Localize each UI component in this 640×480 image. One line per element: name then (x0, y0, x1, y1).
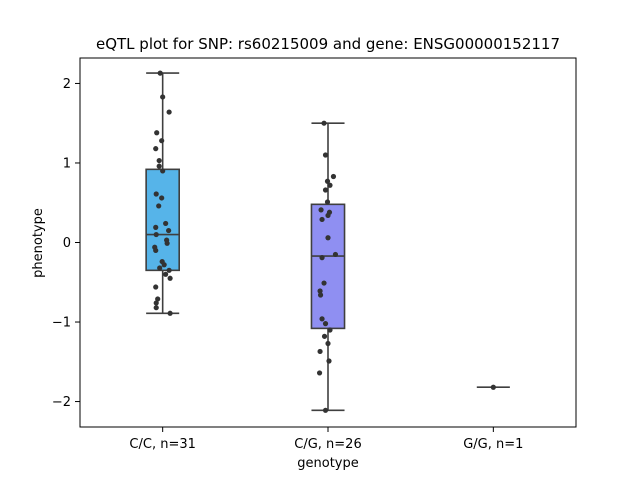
y-tick-label: 1 (63, 156, 71, 171)
data-point (155, 296, 161, 302)
data-point (319, 255, 325, 261)
data-point (322, 321, 329, 327)
data-point (153, 247, 159, 254)
plot-layer (145, 70, 510, 413)
box-group-2 (310, 120, 346, 413)
data-point (326, 358, 332, 364)
data-point (317, 348, 323, 355)
x-tick-label: C/C, n=31 (129, 437, 195, 452)
y-tick-label: 0 (63, 236, 71, 251)
box-group-1 (145, 70, 180, 316)
y-axis: −2 −1 0 1 2 (52, 77, 80, 410)
data-point (321, 120, 327, 126)
data-point (322, 187, 329, 193)
data-point (157, 70, 163, 76)
data-point (166, 109, 172, 115)
data-point (319, 316, 325, 322)
data-point (161, 262, 167, 268)
data-point (154, 130, 160, 136)
data-point (153, 224, 159, 230)
data-point (153, 191, 159, 197)
data-point (325, 340, 331, 347)
data-point (166, 227, 172, 234)
data-point (167, 275, 173, 281)
data-point (325, 235, 331, 241)
data-point (156, 163, 162, 169)
data-point (156, 203, 162, 209)
data-point (317, 292, 324, 298)
data-point (166, 267, 172, 273)
data-point (153, 305, 159, 311)
data-point (153, 146, 159, 152)
data-point (153, 300, 159, 306)
data-point (164, 240, 170, 246)
box-group-3 (476, 384, 510, 390)
data-point (159, 138, 165, 144)
data-point (325, 212, 331, 219)
interquartile-box (145, 168, 180, 272)
data-point (153, 284, 159, 290)
y-tick-label: 2 (63, 77, 71, 92)
data-point (332, 251, 339, 258)
data-point (163, 220, 169, 227)
data-point (322, 407, 329, 413)
data-point (317, 288, 323, 294)
data-point (490, 384, 496, 390)
data-point (319, 216, 325, 223)
data-point (159, 195, 165, 201)
x-tick-label: G/G, n=1 (463, 437, 523, 452)
x-axis-label: genotype (297, 456, 358, 471)
data-point (316, 370, 323, 376)
data-point (321, 333, 328, 339)
data-point (163, 271, 169, 277)
data-point (160, 168, 166, 174)
interquartile-box (310, 203, 346, 330)
data-point (156, 157, 162, 164)
data-point (330, 173, 337, 180)
data-point (327, 182, 333, 188)
data-point (327, 327, 333, 333)
data-point (318, 207, 324, 213)
y-tick-label: −1 (52, 316, 71, 331)
data-point (324, 199, 331, 205)
data-point (321, 280, 327, 286)
chart-title: eQTL plot for SNP: rs60215009 and gene: … (96, 35, 560, 53)
x-axis: C/C, n=31 C/G, n=26 G/G, n=1 (129, 427, 523, 452)
data-point (153, 231, 159, 238)
x-tick-label: C/G, n=26 (294, 437, 361, 452)
y-tick-label: −2 (52, 395, 71, 410)
data-point (157, 265, 163, 271)
data-point (160, 94, 166, 100)
data-point (167, 310, 173, 316)
y-axis-label: phenotype (31, 208, 46, 278)
data-point (322, 152, 329, 158)
data-point (324, 178, 331, 184)
